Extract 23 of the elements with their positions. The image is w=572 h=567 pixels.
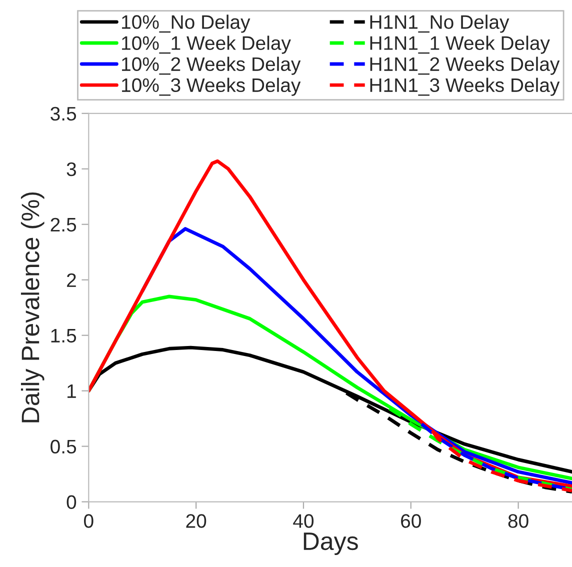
y-tick-label: 0.5	[50, 440, 76, 454]
y-axis-title: Daily Prevalence (%)	[20, 192, 44, 422]
legend-label: H1N1_3 Weeks Delay	[370, 78, 560, 96]
y-tick-label: 0	[66, 495, 76, 510]
legend-label: H1N1_1 Week Delay	[370, 36, 550, 54]
legend-label: H1N1_2 Weeks Delay	[370, 56, 560, 75]
x-tick-label: 0	[84, 514, 94, 528]
legend-label: 10%_2 Weeks Delay	[122, 56, 301, 75]
x-tick-label: 80	[508, 514, 528, 528]
legend-label: 10%_3 Weeks Delay	[122, 78, 301, 96]
x-axis-title: Days	[304, 532, 358, 556]
x-tick-label: 20	[186, 514, 206, 528]
x-tick-label: 60	[401, 514, 421, 528]
y-tick-label: 2	[67, 273, 76, 287]
x-tick-label: 40	[293, 514, 314, 528]
y-tick-label: 2.5	[50, 218, 76, 232]
legend-label: H1N1_No Delay	[370, 14, 510, 33]
y-tick-label: 3.5	[50, 106, 76, 121]
y-tick-label: 1.5	[51, 329, 76, 343]
y-tick-label: 1	[68, 384, 76, 398]
y-tick-label: 3	[66, 162, 76, 176]
legend-label: 10%_1 Week Delay	[122, 36, 291, 54]
legend-label: 10%_No Delay	[122, 14, 250, 33]
